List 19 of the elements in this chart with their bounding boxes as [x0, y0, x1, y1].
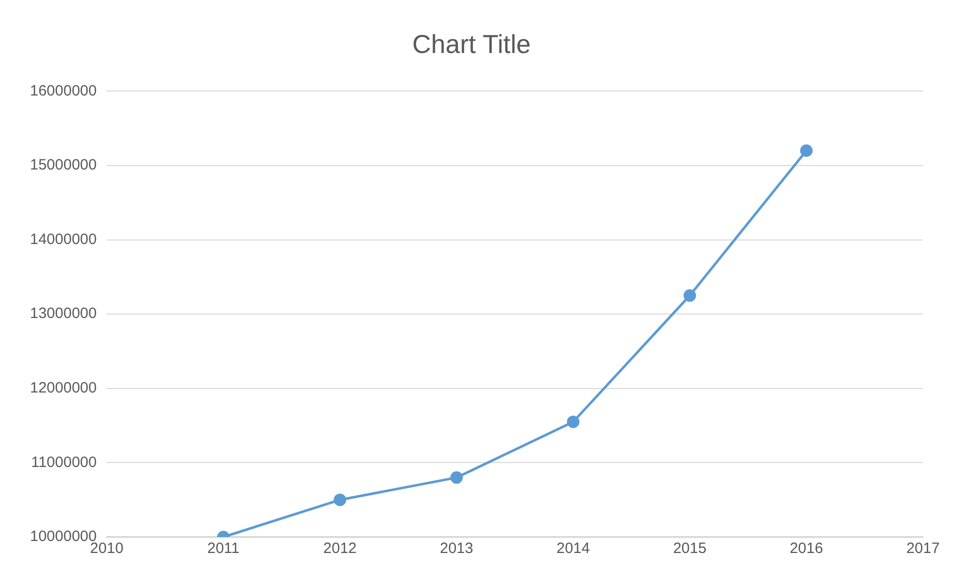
point — [800, 144, 813, 157]
point — [334, 494, 346, 506]
y-tick-label: 11000000 — [31, 454, 97, 471]
x-tick-label: 2017 — [906, 540, 940, 558]
point — [684, 289, 696, 302]
x-tick-label: 2016 — [790, 540, 824, 558]
y-tick-label: 14000000 — [30, 230, 97, 248]
x-tick-label: 2011 — [207, 540, 240, 558]
x-tick-label: 2012 — [323, 540, 357, 558]
y-tick-label: 12000000 — [30, 380, 97, 397]
chart-title: Chart Title — [412, 28, 531, 59]
x-tick-label: 2013 — [440, 540, 474, 558]
point — [450, 471, 463, 484]
point — [566, 416, 580, 428]
x-tick-label: 2014 — [556, 540, 590, 558]
x-tick-label: 2015 — [673, 540, 706, 558]
y-tick-label: 16000000 — [30, 82, 97, 100]
y-tick-label: 15000000 — [30, 156, 97, 174]
y-tick-label: 13000000 — [30, 305, 97, 322]
